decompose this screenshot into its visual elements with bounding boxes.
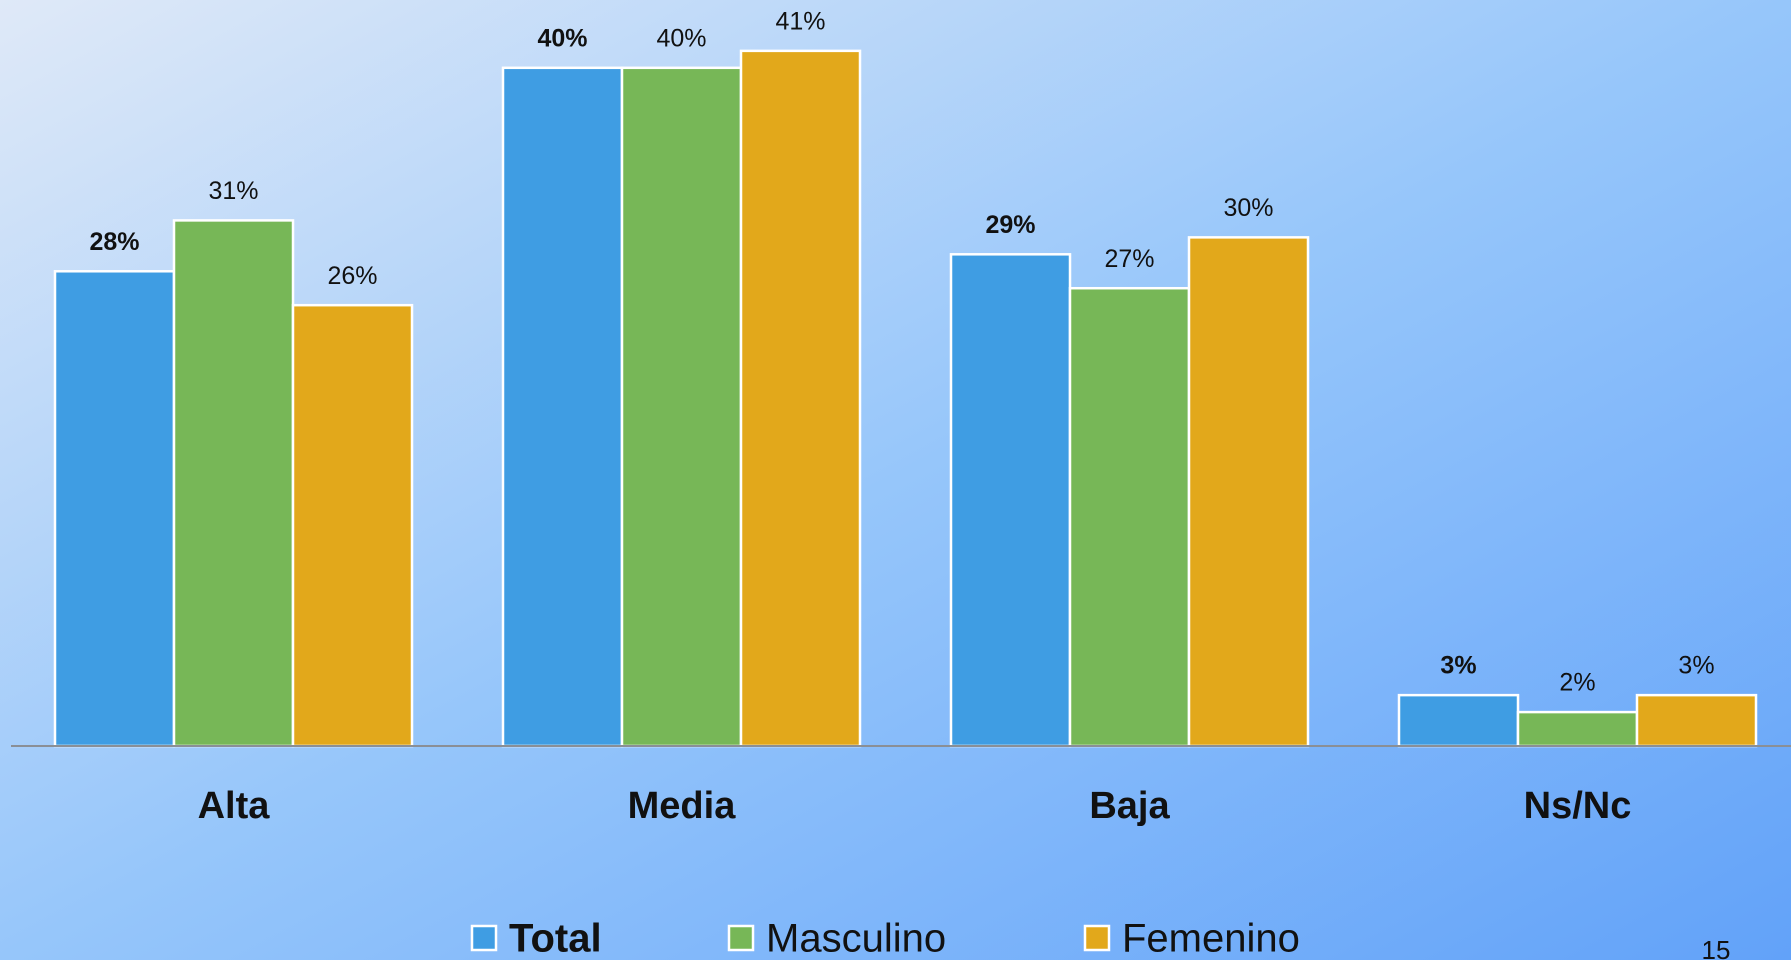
- value-label: 40%: [656, 24, 706, 52]
- bar: [172, 219, 295, 748]
- legend-swatch: [1083, 924, 1111, 952]
- legend-swatch: [727, 924, 755, 952]
- bar: [1635, 693, 1758, 748]
- bar: [1068, 286, 1191, 748]
- value-label: 41%: [775, 7, 825, 35]
- value-label: 2%: [1559, 669, 1595, 697]
- x-tick-label: Baja: [1089, 785, 1170, 827]
- legend-label: Masculino: [766, 917, 946, 960]
- value-label: 3%: [1440, 652, 1476, 680]
- value-label: 40%: [537, 24, 587, 52]
- value-label: 31%: [208, 177, 258, 205]
- value-label: 3%: [1678, 652, 1714, 680]
- legend-swatch: [470, 924, 498, 952]
- bar: [620, 66, 743, 748]
- legend-label: Total: [509, 917, 602, 960]
- page-number: 15: [1702, 935, 1731, 960]
- x-tick-label: Media: [628, 785, 737, 827]
- bar: [53, 270, 176, 748]
- value-label: 29%: [985, 211, 1035, 239]
- bar: [1516, 710, 1639, 748]
- bar: [949, 253, 1072, 748]
- value-label: 28%: [89, 228, 139, 256]
- value-label: 30%: [1223, 194, 1273, 222]
- bar: [739, 49, 862, 748]
- legend-label: Femenino: [1122, 917, 1300, 960]
- value-label: 27%: [1104, 245, 1154, 273]
- x-tick-label: Alta: [198, 785, 271, 827]
- bar: [1187, 236, 1310, 748]
- bar: [501, 66, 624, 748]
- value-label: 26%: [327, 262, 377, 290]
- bar: [291, 303, 414, 748]
- bar: [1397, 693, 1520, 748]
- x-tick-label: Ns/Nc: [1524, 785, 1632, 827]
